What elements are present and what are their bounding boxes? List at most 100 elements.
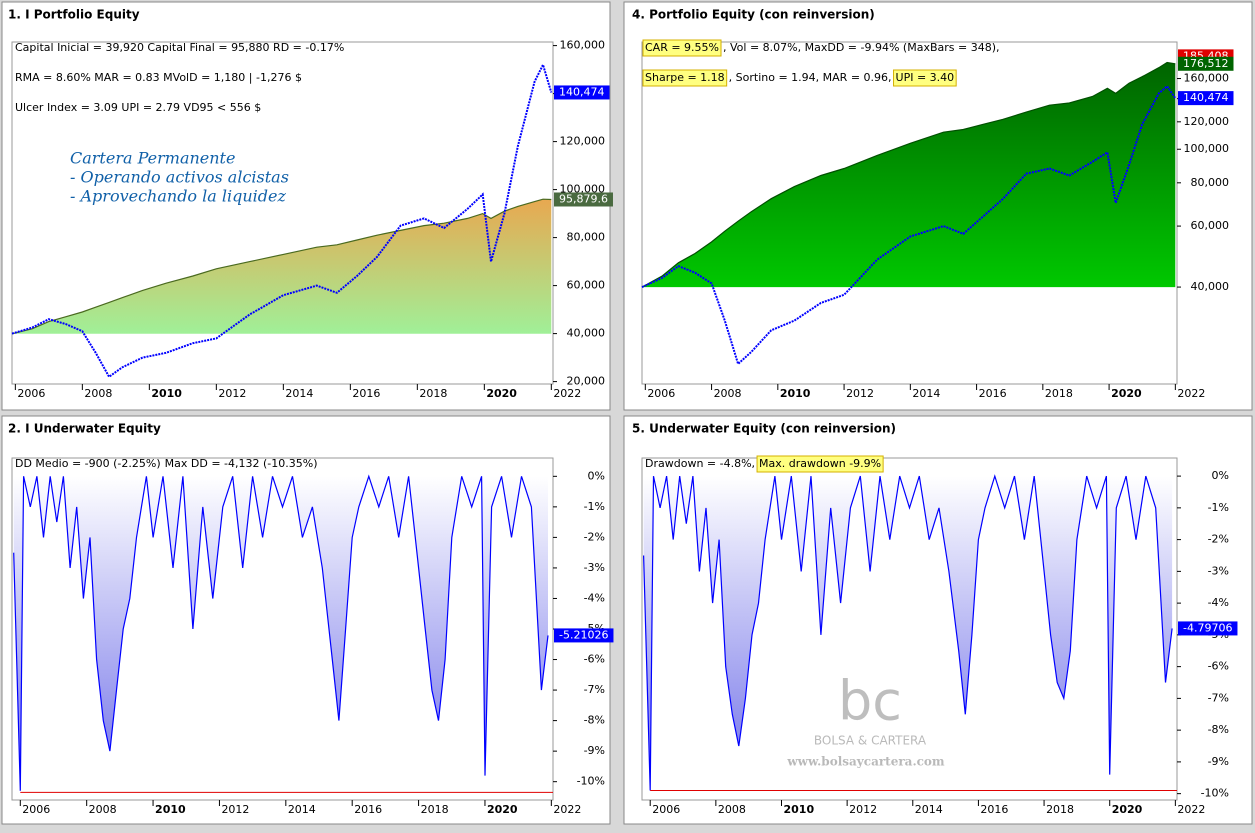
stat-text: Max. drawdown -9.9% <box>759 457 881 470</box>
series-line <box>13 474 549 791</box>
y-tick-label: -1% <box>1208 501 1229 514</box>
area <box>13 476 548 791</box>
x-tick-label: 2016 <box>352 387 380 400</box>
series-line <box>643 474 1173 791</box>
x-tick-label: 2008 <box>89 803 117 816</box>
y-tick-label: 160,000 <box>1184 72 1230 85</box>
series-line <box>641 61 1176 288</box>
y-tick-label: 120,000 <box>560 135 606 148</box>
watermark-url: www.bolsaycartera.com <box>786 755 945 769</box>
panel-title: 5. Underwater Equity (con reinversion) <box>632 422 896 436</box>
stat-text: CAR = 9.55% <box>645 41 719 54</box>
y-tick-label: -7% <box>1208 691 1229 704</box>
x-tick-label: 2018 <box>1045 387 1073 400</box>
series-line <box>641 84 1177 366</box>
watermark: bc BOLSA & CARTERA www.bolsaycartera.com <box>785 670 955 775</box>
y-tick-label: -2% <box>584 530 605 543</box>
y-tick-label: 100,000 <box>1184 142 1230 155</box>
x-tick-label: 2020 <box>486 387 517 400</box>
y-tick-label: 60,000 <box>1191 219 1230 232</box>
x-tick-label: 2006 <box>22 803 50 816</box>
x-tick-label: 2012 <box>846 387 874 400</box>
area <box>12 199 552 334</box>
value-tag <box>1178 56 1234 71</box>
stat-text: Drawdown = -4.8%, <box>645 457 755 470</box>
stat-text: RMA = 8.60% MAR = 0.83 MVolD = 1,180 | -… <box>15 71 302 84</box>
y-tick-label: -3% <box>584 561 605 574</box>
panel-title: 1. I Portfolio Equity <box>8 8 140 22</box>
stat-text: Sharpe = 1.18 <box>645 71 725 84</box>
comment: Cartera Permanente <box>70 149 235 168</box>
x-tick-label: 2006 <box>652 803 680 816</box>
y-tick-label: -6% <box>1208 660 1229 673</box>
y-tick-label: -1% <box>584 500 605 513</box>
stat-text: DD Medio = -900 (-2.25%) <box>15 457 161 470</box>
x-tick-label: 2022 <box>553 803 581 816</box>
y-tick-label: 40,000 <box>1191 280 1230 293</box>
y-tick-label: 80,000 <box>567 231 606 244</box>
stat-text: Max DD = -4,132 (-10.35%) <box>165 457 318 470</box>
area <box>642 62 1176 288</box>
value-tag <box>554 628 614 643</box>
x-tick-label: 2014 <box>285 387 313 400</box>
x-tick-label: 2022 <box>1177 803 1205 816</box>
x-tick-label: 2010 <box>151 387 182 400</box>
x-tick-label: 2006 <box>17 387 45 400</box>
y-tick-label: -10% <box>1201 787 1229 800</box>
comment: - Aprovechando la liquidez <box>70 187 287 206</box>
y-tick-label: 0% <box>1212 469 1229 482</box>
value-tag-label: 140,474 <box>559 85 605 98</box>
value-tag <box>1178 91 1234 106</box>
area <box>643 476 1173 791</box>
x-tick-label: 2012 <box>221 803 249 816</box>
value-tag-label: -4.79706 <box>1183 621 1232 634</box>
comment: - Operando activos alcistas <box>70 168 289 187</box>
watermark-bg <box>785 680 955 775</box>
x-tick-label: 2010 <box>780 387 811 400</box>
y-tick-label: -8% <box>584 714 605 727</box>
y-tick-label: -4% <box>1208 596 1229 609</box>
x-tick-label: 2014 <box>912 387 940 400</box>
value-tag-label: -5.21026 <box>559 628 608 641</box>
x-tick-label: 2020 <box>487 803 518 816</box>
x-tick-label: 2008 <box>714 387 742 400</box>
y-tick-label: 100,000 <box>560 183 606 196</box>
x-tick-label: 2020 <box>1112 803 1143 816</box>
stat-text: , Sortino = 1.94, MAR = 0.96, <box>729 71 892 84</box>
y-tick-label: -3% <box>1208 564 1229 577</box>
y-tick-label: 40,000 <box>567 327 606 340</box>
stat-text: , Vol = 8.07%, MaxDD = -9.94% (MaxBars =… <box>723 41 999 54</box>
highlight <box>893 69 957 87</box>
x-tick-label: 2020 <box>1111 387 1142 400</box>
x-tick-label: 2018 <box>421 803 449 816</box>
x-tick-label: 2016 <box>354 803 382 816</box>
y-tick-label: 160,000 <box>560 39 606 52</box>
y-tick-label: -6% <box>584 653 605 666</box>
x-tick-label: 2014 <box>915 803 943 816</box>
y-tick-label: 0% <box>588 469 605 482</box>
x-tick-label: 2010 <box>783 803 814 816</box>
stat-text: UPI = 3.40 <box>896 71 955 84</box>
x-tick-label: 2022 <box>1177 387 1205 400</box>
x-tick-label: 2016 <box>980 803 1008 816</box>
panel-title: 2. I Underwater Equity <box>8 422 161 436</box>
panel-title: 4. Portfolio Equity (con reinversion) <box>632 8 875 22</box>
x-tick-label: 2008 <box>718 803 746 816</box>
highlight <box>642 39 722 57</box>
y-tick-label: 60,000 <box>567 279 606 292</box>
series-line <box>11 62 553 379</box>
highlight <box>642 69 728 87</box>
y-tick-label: -8% <box>1208 723 1229 736</box>
y-tick-label: -7% <box>584 683 605 696</box>
y-tick-label: -2% <box>1208 533 1229 546</box>
watermark-name: BOLSA & CARTERA <box>814 734 927 748</box>
value-tag <box>554 192 613 207</box>
y-tick-label: -9% <box>584 744 605 757</box>
y-tick-label: -4% <box>584 591 605 604</box>
value-tag-label: 95,879.6 <box>559 192 608 205</box>
y-tick-label: -10% <box>577 775 605 788</box>
series-line <box>11 198 552 335</box>
x-tick-label: 2018 <box>419 387 447 400</box>
highlight <box>756 455 884 473</box>
y-tick-label: 120,000 <box>1184 115 1230 128</box>
